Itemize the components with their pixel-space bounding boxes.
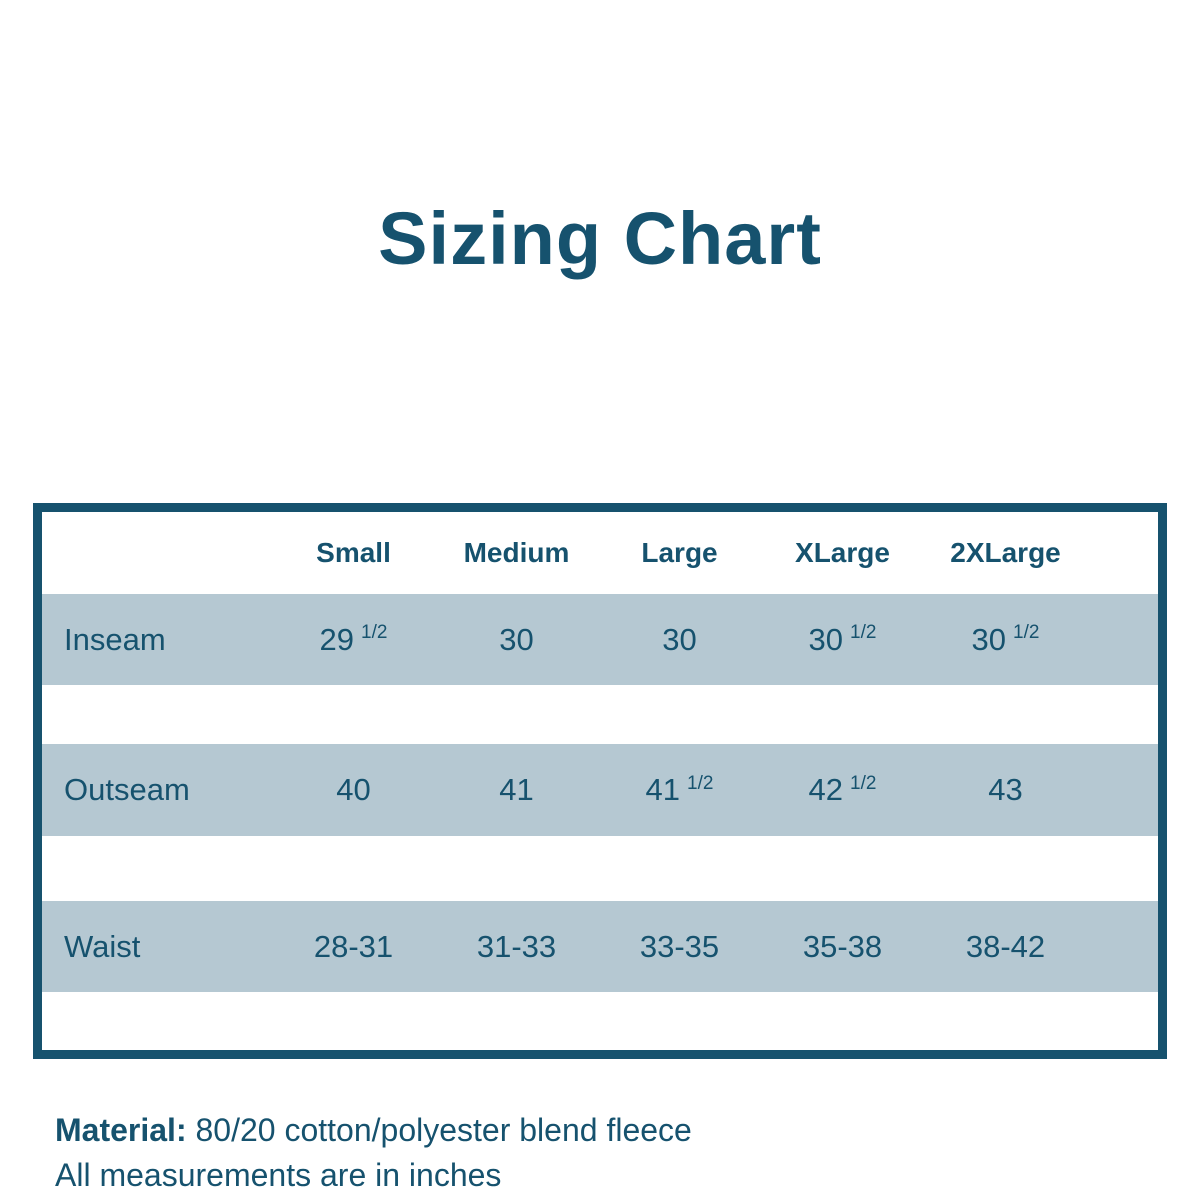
cell-waist-xlarge: 35-38 (761, 929, 924, 965)
measurement-value: 30 (808, 621, 844, 657)
measurement-value: 41 (499, 772, 534, 807)
spacer-row (42, 992, 1158, 1050)
cell-waist-small: 28-31 (272, 929, 435, 965)
fraction-superscript: 1/2 (361, 622, 388, 644)
cell-outseam-xlarge: 42 1/2 (761, 772, 924, 808)
measurement-value: 29 (319, 621, 355, 657)
column-header-small: Small (316, 537, 391, 568)
sizing-table: Small Medium Large XLarge 2XLarge Inseam… (33, 503, 1167, 1059)
measurement-value: 33-35 (639, 928, 720, 964)
fraction-superscript: 1/2 (850, 772, 877, 794)
cell-waist-2xlarge: 38-42 (924, 929, 1087, 965)
column-header-2xlarge: 2XLarge (950, 537, 1061, 568)
fraction-superscript: 1/2 (850, 622, 877, 644)
material-note: Material: 80/20 cotton/polyester blend f… (55, 1108, 692, 1153)
material-label: Material: (55, 1112, 187, 1148)
notes-block: Material: 80/20 cotton/polyester blend f… (55, 1108, 692, 1198)
row-label-inseam: Inseam (64, 621, 166, 657)
row-label-outseam: Outseam (64, 772, 190, 807)
cell-outseam-2xlarge: 43 (924, 772, 1087, 808)
measurement-value: 30 (971, 621, 1007, 657)
page-title: Sizing Chart (378, 197, 822, 280)
cell-outseam-medium: 41 (435, 772, 598, 808)
measurement-value: 35-38 (802, 928, 883, 964)
measurement-value: 41 (645, 772, 681, 807)
row-label-waist: Waist (64, 928, 141, 964)
spacer-row (42, 836, 1158, 901)
measurement-value: 30 (662, 621, 697, 657)
sizing-chart-page: Sizing Chart Small Medium Large XLarge 2… (0, 196, 1200, 1200)
cell-inseam-small: 29 1/2 (272, 622, 435, 658)
measurement-value: 43 (988, 772, 1023, 807)
measurement-value: 40 (336, 772, 371, 807)
measurement-value: 28-31 (313, 928, 394, 964)
measurement-value: 30 (499, 621, 534, 657)
measurement-value: 31-33 (476, 928, 557, 964)
table-row-outseam: Outseam 40 41 41 1/2 42 1/2 43 (42, 744, 1158, 836)
table-header-row: Small Medium Large XLarge 2XLarge (42, 512, 1158, 594)
fraction-superscript: 1/2 (1013, 622, 1040, 644)
column-header-xlarge: XLarge (795, 537, 890, 568)
cell-inseam-large: 30 (598, 622, 761, 658)
cell-outseam-large: 41 1/2 (598, 772, 761, 808)
cell-inseam-medium: 30 (435, 622, 598, 658)
cell-inseam-2xlarge: 30 1/2 (924, 622, 1087, 658)
table-row-inseam: Inseam 29 1/2 30 30 30 1/2 30 1/2 (42, 594, 1158, 685)
column-header-medium: Medium (463, 537, 570, 568)
cell-outseam-small: 40 (272, 772, 435, 808)
measurements-note: All measurements are in inches (55, 1157, 502, 1193)
fraction-superscript: 1/2 (687, 772, 714, 794)
cell-waist-medium: 31-33 (435, 929, 598, 965)
cell-waist-large: 33-35 (598, 929, 761, 965)
cell-inseam-xlarge: 30 1/2 (761, 622, 924, 658)
table-row-waist: Waist 28-31 31-33 33-35 35-38 38-42 (42, 901, 1158, 992)
measurement-value: 38-42 (965, 928, 1046, 964)
spacer-row (42, 685, 1158, 744)
measurement-value: 42 (808, 772, 844, 807)
column-header-large: Large (641, 537, 718, 568)
material-value: 80/20 cotton/polyester blend fleece (195, 1112, 692, 1148)
